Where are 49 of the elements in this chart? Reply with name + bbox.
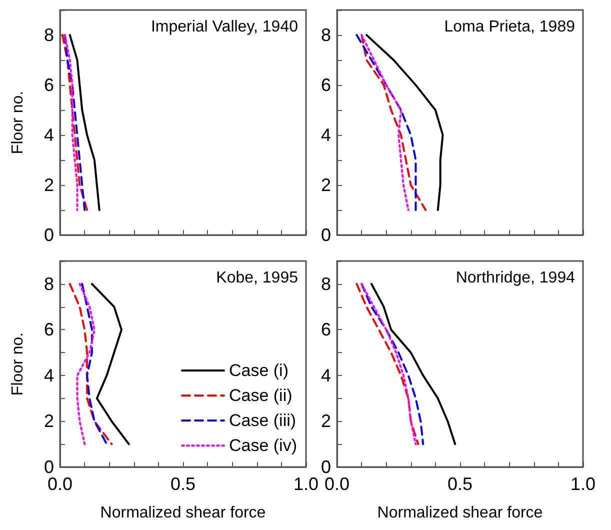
line-series <box>360 34 410 211</box>
line-series <box>81 282 108 446</box>
y-tick-label: 2 <box>44 411 54 432</box>
y-tick-label: 0 <box>320 225 331 245</box>
y-tick-label: 4 <box>44 125 54 145</box>
legend-label: Case (ii) <box>228 386 292 405</box>
y-tick-label: 2 <box>320 175 331 195</box>
legend-label: Case (i) <box>228 361 289 380</box>
y-tick-label: 6 <box>44 75 54 95</box>
x-tick-label: 1.0 <box>570 474 596 494</box>
line-series <box>366 34 444 211</box>
x-tick-label: 0.5 <box>170 474 196 494</box>
y-tick-label: 4 <box>320 365 331 386</box>
y-tick-label: 8 <box>44 274 54 294</box>
line-series <box>68 34 100 211</box>
y-tick-label: 4 <box>320 125 331 145</box>
text: Kobe, 1995 <box>216 270 298 286</box>
line-series <box>68 282 113 446</box>
line-series <box>90 282 130 446</box>
line-series <box>356 34 417 211</box>
x-tick-label: 0.0 <box>324 474 350 494</box>
y-tick-label: 8 <box>44 25 54 45</box>
line-series <box>360 34 427 211</box>
y-tick-label: 6 <box>44 320 54 340</box>
x-axis-title: Normalized shear force <box>377 504 543 522</box>
y-tick-label: 6 <box>320 75 331 95</box>
y-tick-label: 0 <box>44 225 54 245</box>
legend-label: Case (iv) <box>228 436 298 455</box>
x-tick-label: 0.5 <box>447 474 473 494</box>
line-series <box>76 282 96 446</box>
legend-label: Case (iii) <box>228 411 296 430</box>
y-tick-label: 8 <box>320 25 331 45</box>
y-tick-label: 2 <box>44 175 54 195</box>
text: Northridge, 1994 <box>456 270 576 286</box>
y-tick-label: 6 <box>320 320 331 340</box>
x-axis-title: Normalized shear force <box>100 504 266 522</box>
text: Loma Prieta, 1989 <box>444 18 576 36</box>
line-series <box>64 34 78 211</box>
y-tick-label: 0 <box>320 457 331 477</box>
line-series <box>370 282 456 446</box>
y-axis-title: Floor no. <box>10 90 26 154</box>
x-tick-label: 0.0 <box>47 474 73 494</box>
y-axis-title: Floor no. <box>10 332 26 396</box>
x-tick-label: 1.0 <box>293 474 319 494</box>
y-tick-label: 2 <box>320 411 331 432</box>
y-tick-label: 0 <box>44 457 54 477</box>
text: Imperial Valley, 1940 <box>150 18 298 36</box>
y-tick-label: 8 <box>320 274 331 294</box>
y-tick-label: 4 <box>44 365 54 386</box>
